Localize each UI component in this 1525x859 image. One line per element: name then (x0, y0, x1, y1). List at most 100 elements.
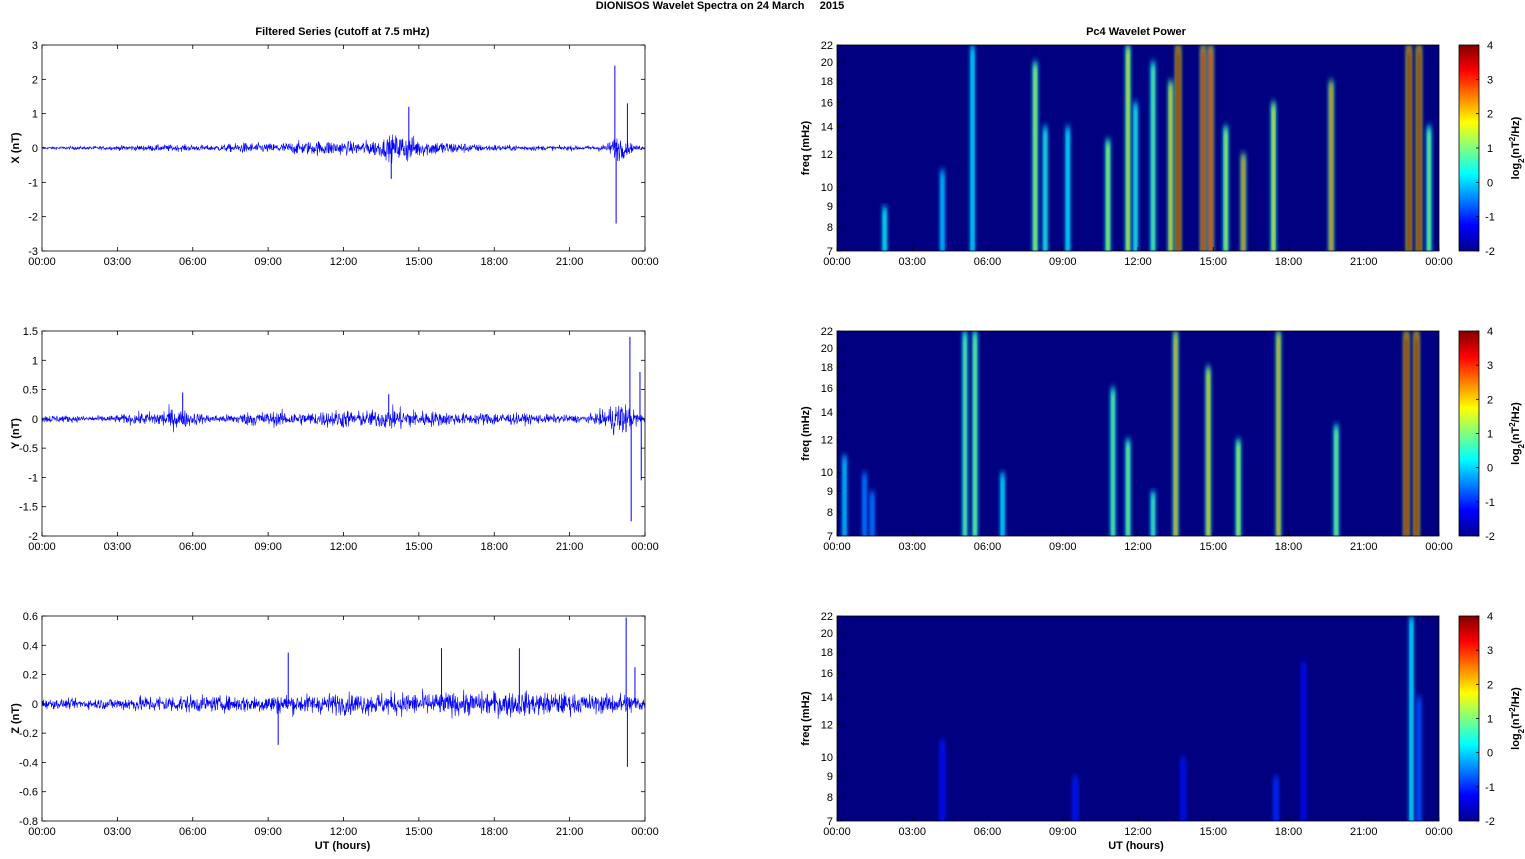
x-axis-label: UT (hours) (315, 840, 371, 852)
x-tick-label: 00:00 (823, 256, 851, 268)
power-streak (871, 495, 873, 540)
y-tick-label: 1.5 (23, 326, 38, 338)
power-streak (1067, 130, 1069, 255)
power-streak (1134, 106, 1136, 255)
x-tick-label: 09:00 (254, 541, 282, 553)
colorbar-tick-label: 1 (1487, 714, 1493, 726)
y-tick-label: 20 (821, 57, 833, 69)
power-streak (971, 49, 973, 255)
y-tick-label: 8 (827, 222, 833, 234)
x-tick-label: 00:00 (1425, 541, 1453, 553)
power-streak (1405, 335, 1407, 540)
power-streak (1225, 130, 1227, 255)
y-axis-label: X (nT) (10, 132, 22, 163)
x-tick-label: 15:00 (1199, 826, 1227, 838)
x-tick-label: 00:00 (631, 256, 659, 268)
y-tick-label: 0 (32, 414, 38, 426)
y-tick-label: 9 (827, 486, 833, 498)
y-tick-label: 16 (821, 668, 833, 680)
power-streak (1127, 49, 1129, 255)
power-streak (1237, 444, 1239, 540)
x-tick-label: 06:00 (974, 541, 1002, 553)
x-tick-label: 06:00 (179, 826, 207, 838)
y-tick-label: -1.5 (19, 502, 38, 514)
heatmap-background (837, 331, 1439, 536)
power-streak (883, 210, 885, 255)
y-tick-label: 8 (827, 507, 833, 519)
colorbar-label: log2(nT2/Hz) (1508, 402, 1525, 465)
y-axis-label: freq (mHz) (800, 691, 812, 746)
colorbar-tick-label: 4 (1487, 611, 1493, 623)
colorbar-tick-label: 0 (1487, 748, 1493, 760)
power-streak (941, 174, 943, 255)
colorbar-tick-label: -2 (1485, 246, 1495, 258)
colorbar-label: log2(nT2/Hz) (1508, 687, 1525, 750)
colorbar-tick-label: -1 (1485, 212, 1495, 224)
x-tick-label: 00:00 (1425, 826, 1453, 838)
colorbar-label: log2(nT2/Hz) (1508, 116, 1525, 179)
x-tick-label: 03:00 (104, 256, 132, 268)
x-tick-label: 06:00 (974, 256, 1002, 268)
colorbar-tick-label: 3 (1487, 645, 1493, 657)
y-tick-label: 14 (821, 121, 833, 133)
x-tick-label: 00:00 (28, 826, 56, 838)
x-tick-label: 03:00 (898, 541, 926, 553)
power-streak (1174, 335, 1176, 540)
figure-title: DIONISOS Wavelet Spectra on 24 March 201… (596, 0, 844, 12)
power-streak (1202, 49, 1204, 255)
panel-title: Filtered Series (cutoff at 7.5 mHz) (255, 26, 430, 38)
y-tick-label: 10 (821, 182, 833, 194)
x-tick-label: 06:00 (974, 826, 1002, 838)
x-tick-label: 12:00 (1124, 541, 1152, 553)
x-tick-label: 12:00 (1124, 256, 1152, 268)
x-tick-label: 00:00 (631, 541, 659, 553)
power-streak (964, 335, 966, 540)
power-streak (1418, 701, 1420, 825)
colorbar-tick-label: 4 (1487, 40, 1493, 52)
x-tick-label: 00:00 (823, 541, 851, 553)
x-tick-label: 00:00 (631, 826, 659, 838)
colorbar-tick-label: 0 (1487, 177, 1493, 189)
y-axis-label: Y (nT) (10, 418, 22, 449)
y-tick-label: 20 (821, 343, 833, 355)
x-tick-label: 09:00 (1049, 826, 1077, 838)
x-tick-label: 18:00 (1275, 256, 1303, 268)
y-tick-label: 12 (821, 435, 833, 447)
y-tick-label: 14 (821, 692, 833, 704)
y-tick-label: 18 (821, 362, 833, 374)
x-tick-label: 09:00 (1049, 256, 1077, 268)
x-tick-label: 12:00 (330, 826, 358, 838)
power-streak (1107, 144, 1109, 255)
x-tick-label: 09:00 (1049, 541, 1077, 553)
y-tick-label: 18 (821, 647, 833, 659)
y-tick-label: 9 (827, 201, 833, 213)
colorbar-tick-label: 4 (1487, 326, 1493, 338)
colorbar-tick-label: 1 (1487, 143, 1493, 155)
power-streak (1152, 66, 1154, 255)
power-streak (1415, 335, 1417, 540)
y-axis-label: Z (nT) (10, 703, 22, 734)
x-tick-label: 03:00 (898, 826, 926, 838)
power-streak (974, 335, 976, 540)
y-tick-label: 0.4 (23, 640, 38, 652)
power-streak (1074, 780, 1076, 825)
power-streak (1207, 371, 1209, 540)
power-streak (1034, 66, 1036, 255)
y-tick-label: -1 (28, 472, 38, 484)
colorbar-tick-label: 3 (1487, 360, 1493, 372)
power-streak (1177, 49, 1179, 255)
panel-title: Pc4 Wavelet Power (1086, 26, 1187, 38)
y-tick-label: 8 (827, 792, 833, 804)
y-tick-label: 0.2 (23, 670, 38, 682)
y-tick-label: 22 (821, 326, 833, 338)
x-tick-label: 15:00 (405, 826, 433, 838)
y-tick-label: 12 (821, 720, 833, 732)
x-tick-label: 21:00 (1350, 541, 1378, 553)
x-tick-label: 00:00 (1425, 256, 1453, 268)
y-tick-label: 9 (827, 771, 833, 783)
power-streak (1152, 495, 1154, 540)
y-tick-label: 18 (821, 76, 833, 88)
